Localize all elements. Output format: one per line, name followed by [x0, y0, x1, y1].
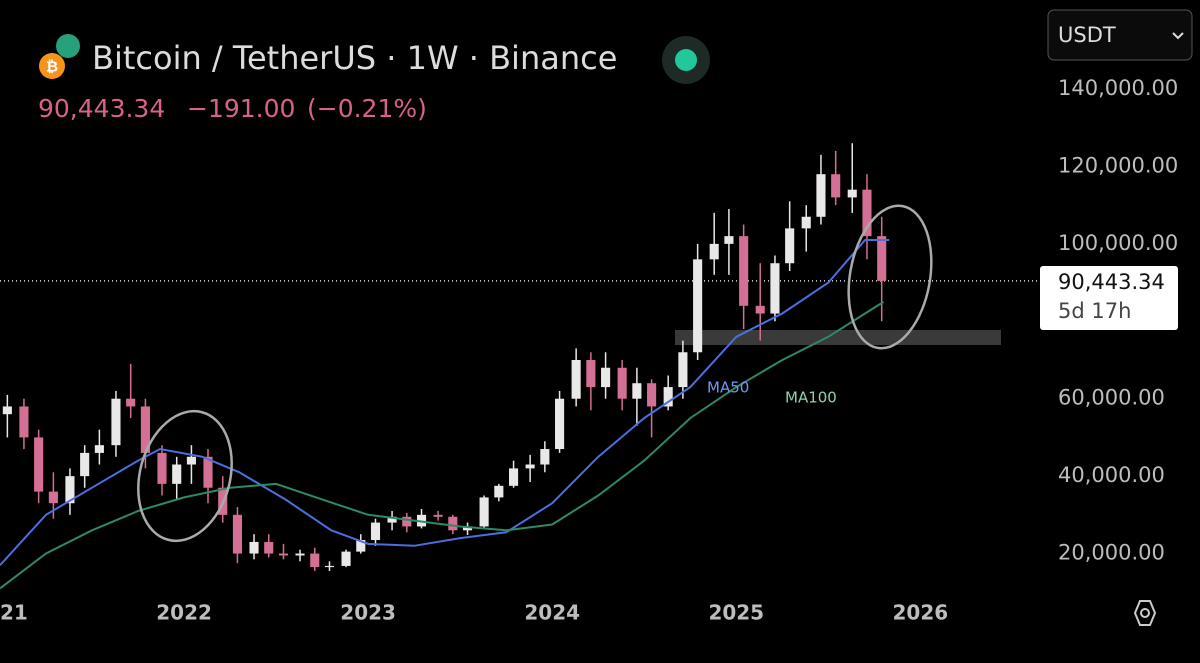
candle-body: [724, 236, 734, 244]
y-tick-label: 100,000.00: [1058, 231, 1178, 255]
candle-body: [295, 553, 305, 556]
price-tag-value: 90,443.34: [1058, 270, 1165, 294]
candle-body: [494, 485, 504, 498]
x-tick-label: 2024: [524, 601, 580, 625]
plot-area: [0, 143, 1040, 590]
annotation-ellipse: [847, 204, 933, 350]
candle-body: [80, 452, 90, 477]
ma-label: MA100: [785, 389, 837, 407]
candle-body: [387, 516, 397, 523]
candle-body: [509, 468, 519, 486]
candle-body: [540, 449, 550, 465]
candle-body: [232, 514, 243, 554]
candle-body: [801, 216, 811, 229]
candle-body: [755, 305, 765, 314]
candle-body: [172, 464, 182, 484]
candle-body: [356, 540, 366, 552]
candle-body: [877, 236, 887, 281]
candle-body: [632, 383, 642, 399]
chart-title: Bitcoin / TetherUS · 1W · Binance: [92, 39, 617, 77]
ma-line: [0, 239, 890, 566]
settings-button[interactable]: [1133, 600, 1157, 626]
candle-body: [278, 553, 289, 556]
price-tag-countdown: 5d 17h: [1058, 299, 1131, 323]
ma-label: MA50: [707, 379, 749, 397]
candle-body: [770, 263, 780, 314]
price-change-percent: (−0.21%): [307, 94, 427, 123]
candle-body: [479, 497, 489, 527]
candle-body: [2, 406, 12, 415]
candle-body: [341, 551, 351, 566]
candle-body: [264, 541, 274, 554]
candle-body: [555, 398, 565, 450]
candle-body: [48, 491, 58, 504]
candle-body: [739, 236, 749, 306]
currency-label[interactable]: USDT: [1058, 23, 1116, 47]
y-tick-label: 140,000.00: [1058, 76, 1178, 100]
settings-icon: [1140, 608, 1150, 618]
candle-body: [601, 367, 611, 388]
x-tick-label: 2022: [156, 601, 212, 625]
candle-body: [65, 476, 75, 504]
dropdown-chevron: [1172, 32, 1184, 40]
x-tick-label: 2025: [708, 601, 764, 625]
status-dot: [675, 49, 697, 71]
candle-body: [847, 189, 857, 198]
candle-body: [34, 437, 44, 492]
candle-body: [647, 383, 657, 407]
last-price: 90,443.34: [38, 94, 165, 123]
candle-body: [249, 541, 259, 554]
price-change: −191.00: [187, 94, 295, 123]
bitcoin-symbol: ₿: [46, 58, 58, 76]
x-tick-label: 2023: [340, 601, 396, 625]
x-tick-label: 2021: [0, 601, 28, 625]
candle-body: [157, 452, 167, 484]
candle-body: [94, 445, 104, 453]
ma-line: [0, 301, 885, 590]
y-tick-label: 40,000.00: [1058, 463, 1165, 487]
candle-body: [709, 243, 719, 260]
candle-body: [433, 514, 443, 517]
candle-body: [310, 553, 320, 568]
y-tick-label: 20,000.00: [1058, 541, 1165, 565]
candle-body: [525, 464, 535, 469]
y-tick-label: 120,000.00: [1058, 153, 1178, 177]
candle-body: [462, 526, 473, 531]
candle-body: [186, 456, 196, 465]
y-tick-label: 60,000.00: [1058, 386, 1165, 410]
candle-body: [324, 565, 335, 568]
candle-body: [831, 174, 841, 198]
price-tag: [1040, 266, 1178, 330]
candle-body: [663, 387, 673, 407]
currency-select[interactable]: [1047, 9, 1193, 61]
candle-body: [19, 406, 29, 438]
candle-body: [862, 189, 872, 237]
support-zone: [675, 330, 1001, 345]
candle-body: [140, 406, 150, 453]
candle-body: [586, 360, 596, 388]
candle-body: [126, 398, 136, 407]
candle-body: [203, 456, 213, 488]
candle-body: [111, 398, 121, 446]
candle-body: [693, 259, 703, 353]
candle-body: [617, 367, 627, 399]
bitcoin-icon: [39, 53, 65, 79]
candle-body: [571, 360, 581, 399]
x-tick-label: 2026: [893, 601, 949, 625]
annotation-ellipse: [137, 409, 233, 543]
candle-body: [785, 228, 795, 264]
candle-body: [816, 174, 826, 217]
candle-body: [678, 352, 688, 388]
candle-body: [370, 522, 381, 540]
candle-body: [402, 516, 412, 527]
tether-icon: [56, 34, 80, 58]
candle-body: [448, 516, 458, 531]
